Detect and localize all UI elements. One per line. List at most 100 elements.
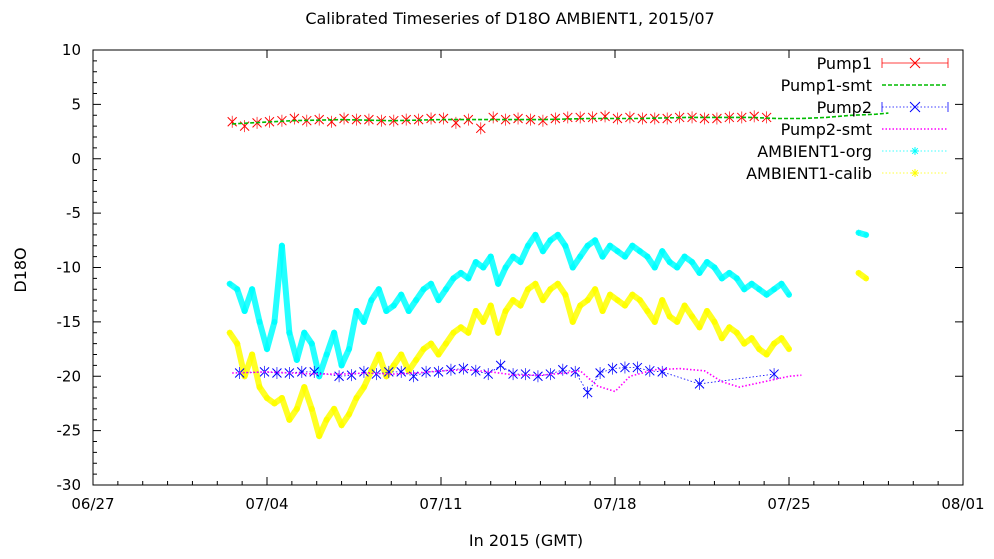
point	[769, 369, 779, 379]
point	[364, 114, 374, 125]
point	[359, 367, 369, 377]
y-tick-label: -15	[57, 313, 82, 331]
chart-title: Calibrated Timeseries of D18O AMBIENT1, …	[305, 9, 714, 28]
point	[625, 112, 635, 123]
series-pump1	[227, 110, 772, 135]
point	[488, 112, 499, 123]
point	[644, 365, 655, 376]
y-tick-label: -20	[57, 367, 82, 385]
point	[620, 362, 630, 373]
x-tick-label: 07/18	[593, 495, 636, 513]
point	[227, 116, 238, 127]
y-tick-label: -10	[57, 259, 82, 277]
point	[582, 387, 593, 398]
point	[376, 115, 387, 126]
point	[272, 368, 282, 378]
point	[339, 113, 349, 124]
data-band	[278, 395, 293, 423]
point	[475, 123, 486, 134]
point	[687, 112, 697, 123]
point	[786, 291, 792, 298]
y-tick-label: 0	[71, 150, 81, 168]
point	[749, 111, 760, 122]
x-tick-label: 07/25	[767, 495, 810, 513]
y-tick-label: 5	[71, 95, 81, 113]
data-band	[293, 329, 308, 363]
point	[421, 367, 431, 377]
point	[458, 363, 469, 374]
legend-label: Pump1-smt	[781, 76, 872, 95]
legend-label: Pump2-smt	[781, 120, 872, 139]
point	[911, 147, 919, 155]
data-band	[264, 318, 278, 353]
point	[433, 367, 444, 377]
x-axis-label: In 2015 (GMT)	[469, 531, 583, 550]
series-pump2-smt	[232, 367, 802, 393]
point	[863, 231, 870, 238]
data-band	[375, 286, 390, 314]
point	[334, 371, 344, 382]
point	[383, 367, 394, 377]
point	[607, 363, 618, 374]
y-tick-label: -25	[57, 422, 82, 440]
series-line	[232, 112, 889, 125]
series-line	[232, 367, 802, 393]
point	[446, 364, 456, 375]
data-band	[465, 308, 479, 336]
point	[495, 360, 506, 371]
point	[587, 112, 598, 123]
point	[600, 111, 610, 122]
point	[289, 113, 300, 124]
data-band	[495, 308, 509, 336]
y-axis-label: D18O	[11, 247, 30, 292]
point	[470, 365, 481, 376]
point	[575, 112, 586, 123]
point	[388, 115, 399, 126]
data-band	[346, 308, 360, 353]
legend-label: AMBIENT1-org	[757, 142, 872, 161]
point	[451, 118, 461, 128]
plot-area	[226, 110, 889, 440]
point	[513, 113, 523, 124]
legend-label: Pump2	[817, 98, 872, 117]
point	[595, 368, 605, 378]
point	[909, 57, 921, 69]
point	[562, 112, 573, 123]
point	[911, 169, 919, 177]
point	[326, 116, 337, 127]
point	[426, 113, 436, 124]
y-axis: 10 5 0 -5 -10 -15 -20 -25 -30	[57, 41, 963, 494]
point	[438, 113, 449, 124]
point	[351, 114, 362, 125]
data-band	[562, 242, 576, 271]
data-band	[308, 405, 323, 440]
legend: Pump1 Pump1-smt Pump2 Pump2-smt AMBIENT1-org…	[746, 54, 949, 183]
data-band	[249, 286, 263, 325]
point	[396, 367, 407, 377]
point	[786, 346, 792, 353]
point	[699, 113, 710, 124]
data-band	[360, 297, 375, 325]
point	[736, 112, 747, 123]
point	[346, 370, 357, 381]
x-tick-label: 06/27	[71, 495, 114, 513]
legend-label: AMBIENT1-calib	[746, 164, 872, 183]
y-tick-label: -30	[57, 476, 82, 494]
point	[632, 362, 643, 373]
point	[694, 379, 705, 389]
point	[909, 101, 921, 113]
y-tick-label: -5	[66, 204, 81, 222]
point	[863, 275, 870, 282]
series-pump1-smt	[232, 112, 889, 125]
data-band	[487, 253, 502, 287]
series-ambient1-calib	[226, 269, 870, 440]
point	[712, 113, 722, 124]
legend-label: Pump1	[817, 54, 872, 73]
y-tick-label: 10	[62, 41, 81, 59]
data-band	[331, 329, 345, 369]
data-band	[562, 291, 576, 325]
data-band	[375, 351, 390, 380]
x-tick-label: 07/04	[245, 495, 288, 513]
x-tick-label: 08/01	[941, 495, 984, 513]
